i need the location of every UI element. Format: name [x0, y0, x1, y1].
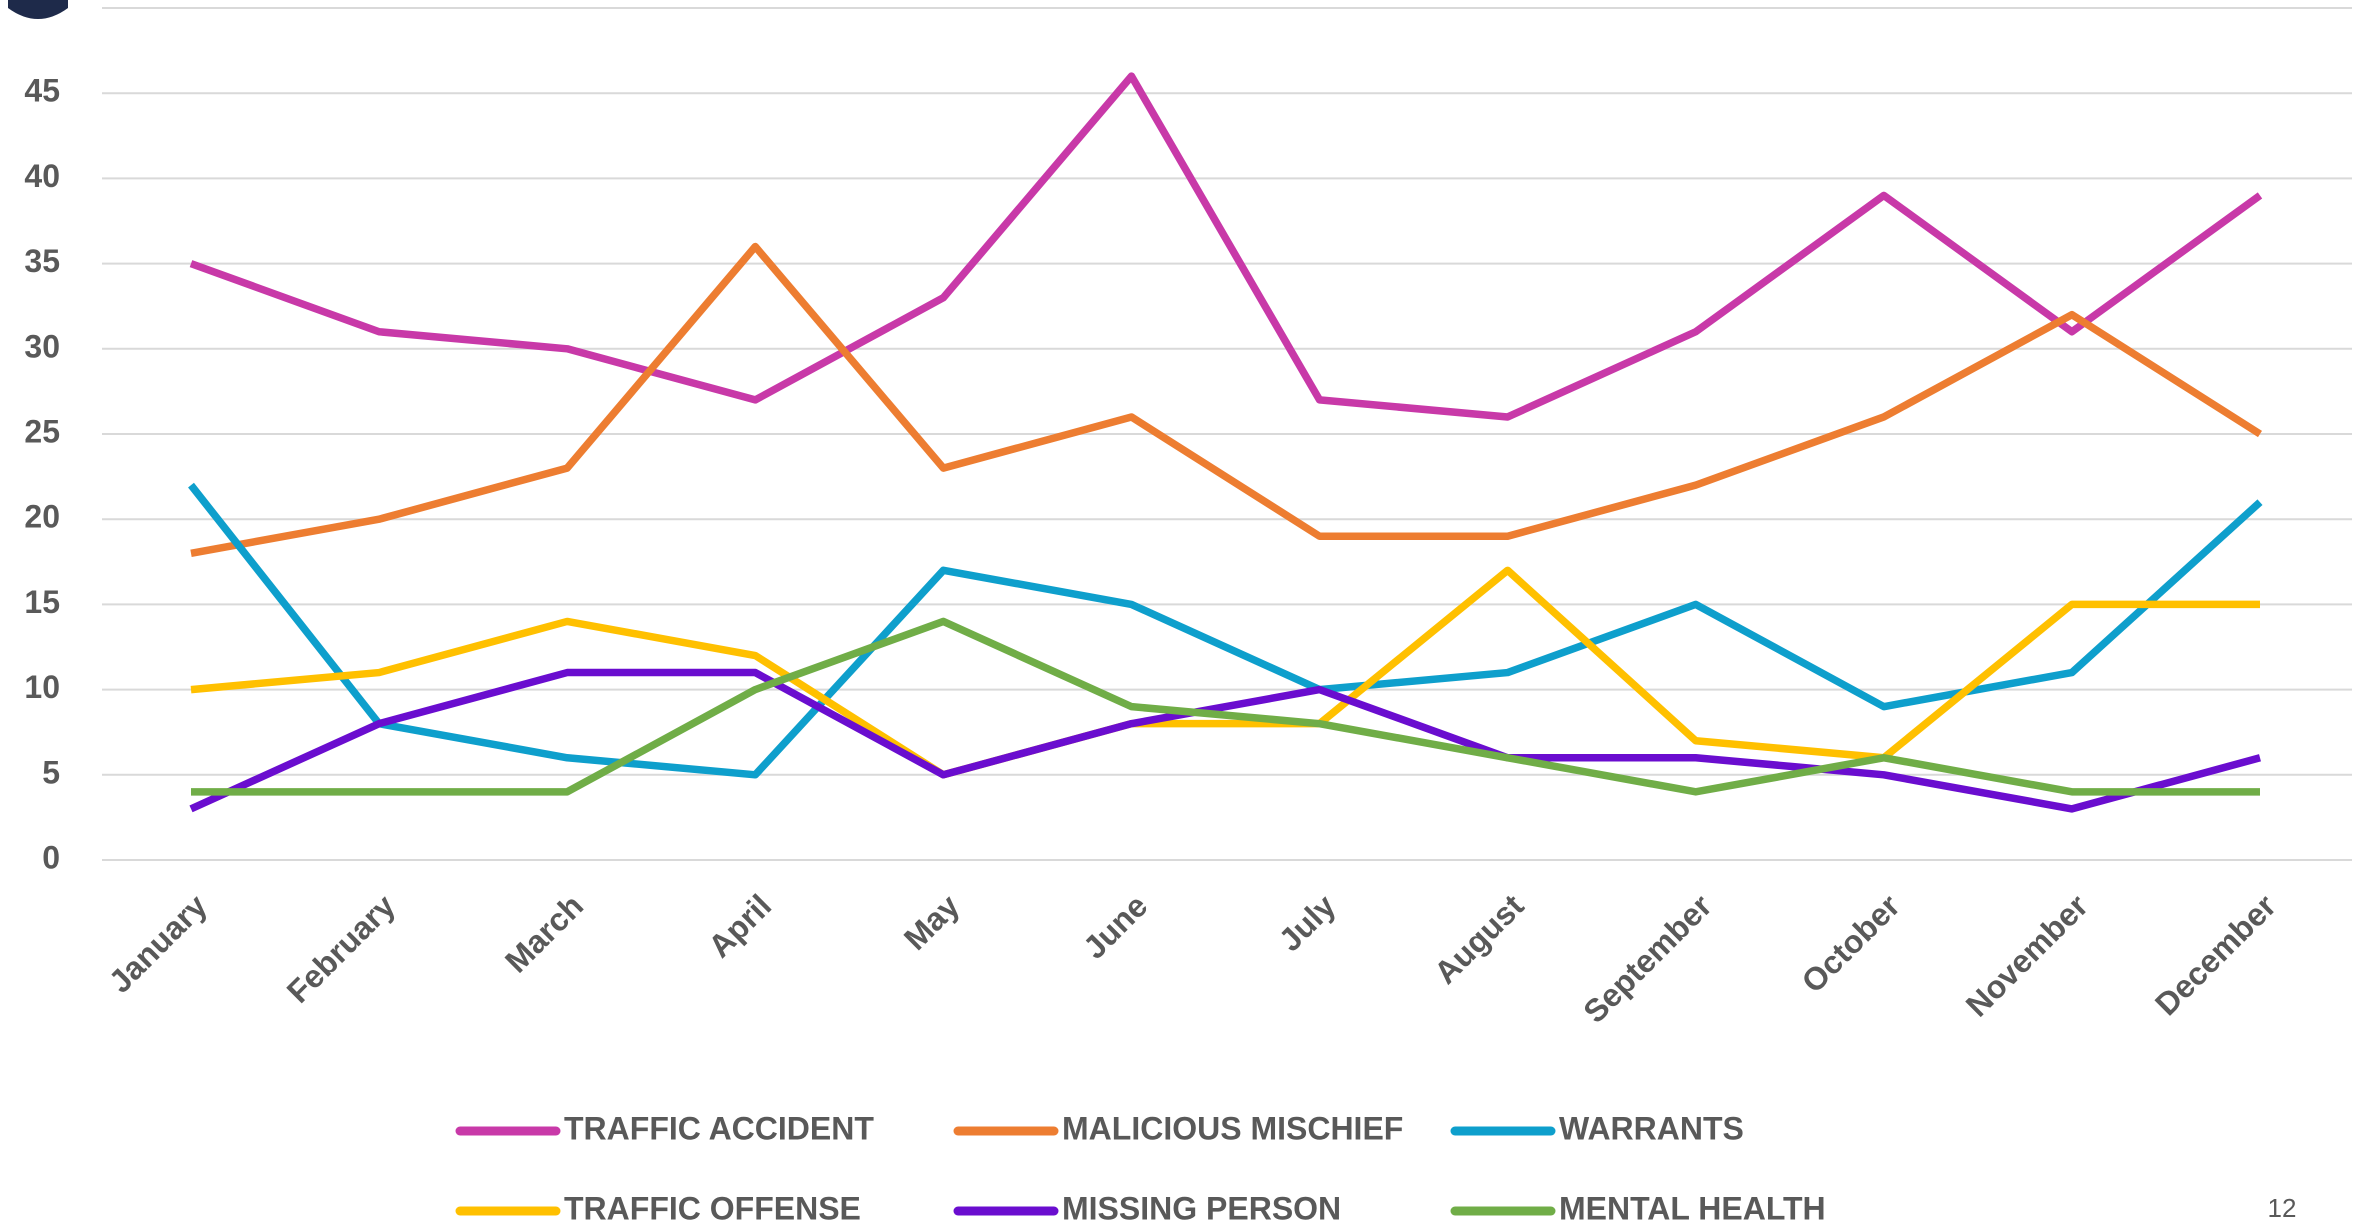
x-tick-label: October	[1795, 887, 1907, 999]
y-tick-label: 45	[24, 73, 60, 109]
logo	[8, 0, 68, 19]
x-tick-label: February	[280, 887, 402, 1009]
legend-label: WARRANTS	[1559, 1110, 1744, 1146]
y-tick-label: 40	[24, 158, 60, 194]
legend-label: MENTAL HEALTH	[1559, 1190, 1826, 1226]
y-tick-label: 5	[42, 754, 60, 790]
x-tick-label: May	[897, 887, 967, 957]
y-tick-label: 10	[24, 669, 60, 705]
legend-label: MALICIOUS MISCHIEF	[1062, 1110, 1403, 1146]
x-tick-label: August	[1427, 887, 1531, 991]
series-line	[190, 566, 2260, 779]
legend-label: TRAFFIC ACCIDENT	[564, 1110, 874, 1146]
series-line	[191, 617, 2260, 796]
x-tick-label: September	[1576, 887, 1718, 1029]
y-tick-label: 15	[24, 584, 60, 620]
x-tick-label: November	[1959, 887, 2095, 1023]
x-tick-label: January	[102, 887, 214, 999]
series-line	[188, 482, 2263, 779]
page-number: 12	[2268, 1193, 2297, 1223]
legend-label: TRAFFIC OFFENSE	[564, 1190, 861, 1226]
x-tick-label: July	[1272, 887, 1343, 958]
legend-label: MISSING PERSON	[1062, 1190, 1341, 1226]
y-tick-label: 25	[24, 413, 60, 449]
y-tick-label: 35	[24, 243, 60, 279]
x-tick-label: March	[498, 887, 590, 979]
series-line	[190, 242, 2263, 557]
y-tick-label: 30	[24, 328, 60, 364]
series-line	[189, 72, 2263, 421]
y-tick-label: 20	[24, 499, 60, 535]
x-tick-label: December	[2148, 887, 2283, 1022]
x-tick-label: April	[701, 887, 778, 964]
x-tick-label: June	[1076, 887, 1154, 965]
series-line	[189, 668, 2261, 813]
y-tick-label: 0	[42, 839, 60, 875]
